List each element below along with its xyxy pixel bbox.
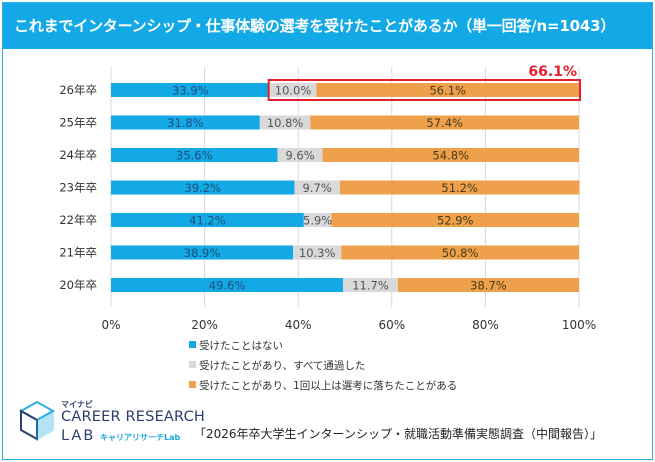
legend-swatch-not-taken — [189, 341, 196, 348]
data-label-all-passed: 5.9% — [303, 214, 332, 228]
data-label-failed: 51.2% — [441, 181, 478, 195]
category-label: 24年卒 — [59, 148, 97, 162]
data-label-failed: 56.1% — [429, 84, 466, 98]
source-citation: 「2026年卒大学生インターンシップ・就職活動準備実態調査（中間報告）」 — [194, 427, 602, 441]
bar-not-taken — [111, 148, 278, 162]
data-label-not-taken: 31.8% — [167, 116, 204, 130]
logo-lab-text: LAB — [61, 428, 96, 444]
bar-all-passed — [303, 213, 332, 227]
x-tick-label: 40% — [285, 318, 312, 332]
category-label: 25年卒 — [59, 116, 97, 130]
category-label: 23年卒 — [59, 181, 97, 195]
bar-failed — [339, 180, 580, 195]
bar-not-taken — [111, 213, 304, 227]
legend-label-failed: 受けたことがあり、1回以上は選考に落ちたことがある — [199, 380, 458, 392]
data-label-failed: 57.4% — [426, 116, 463, 130]
highlight-box — [267, 79, 581, 101]
data-label-all-passed: 11.7% — [352, 279, 389, 293]
data-label-failed: 38.7% — [470, 279, 507, 293]
bar-all-passed — [293, 245, 342, 260]
x-tick-label: 60% — [378, 318, 405, 332]
data-label-all-passed: 10.8% — [267, 116, 304, 130]
bar-not-taken — [111, 83, 270, 97]
data-label-all-passed: 9.6% — [285, 149, 314, 163]
logo-sub-text: キャリアリサーチLab — [100, 433, 181, 442]
data-label-failed: 50.8% — [442, 246, 479, 260]
data-label-not-taken: 35.6% — [176, 149, 213, 163]
bar-not-taken — [111, 115, 260, 130]
cube-logo-icon — [18, 400, 56, 441]
data-label-all-passed: 10.3% — [299, 246, 336, 260]
x-tick-label: 0% — [101, 318, 120, 332]
legend-label-not-taken: 受けたことはない — [199, 340, 283, 352]
legend-item-all-passed: 受けたことがあり、すべて通過した — [189, 358, 365, 373]
bar-failed — [331, 213, 579, 227]
chart-title: これまでインターンシップ・仕事体験の選考を受けたことがあるか（単一回答/n=10… — [3, 3, 652, 49]
bar-failed — [397, 278, 579, 292]
category-label: 22年卒 — [59, 213, 97, 227]
data-label-all-passed: 9.7% — [303, 181, 332, 195]
logo-mynavi-text: マイナビ — [61, 400, 93, 409]
data-label-all-passed: 10.0% — [275, 84, 312, 98]
chart-area: 26年卒 33.9% 10.0% 56.1% 25年卒 31.8% 10.8% 57.4% 24… — [59, 64, 596, 332]
data-label-failed: 54.8% — [432, 149, 469, 163]
bar-failed — [322, 148, 579, 162]
bar-failed — [310, 115, 579, 130]
bar-all-passed — [277, 148, 323, 162]
data-label-not-taken: 33.9% — [172, 84, 209, 98]
legend-label-all-passed: 受けたことがあり、すべて通過した — [199, 360, 366, 372]
x-tick-label: 80% — [472, 318, 499, 332]
bar-not-taken — [111, 245, 294, 260]
data-label-failed: 52.9% — [437, 214, 474, 228]
category-label: 21年卒 — [59, 246, 97, 260]
data-label-not-taken: 49.6% — [209, 279, 246, 293]
x-tick-label: 100% — [562, 318, 596, 332]
legend-swatch-all-passed — [189, 361, 196, 368]
bar-all-passed — [294, 180, 340, 195]
bar-not-taken — [111, 180, 295, 195]
legend-item-not-taken: 受けたことはない — [189, 338, 283, 353]
legend-item-failed: 受けたことがあり、1回以上は選考に落ちたことがある — [189, 378, 457, 393]
x-tick-label: 20% — [191, 318, 218, 332]
bar-failed — [316, 83, 579, 97]
career-research-lab-logo: マイナビ CAREER RESEARCH LAB キャリアリサーチLab — [17, 399, 205, 453]
highlight-total-label: 66.1% — [528, 64, 577, 80]
logo-career-research-text: CAREER RESEARCH — [61, 409, 206, 425]
bar-not-taken — [111, 278, 344, 292]
category-label: 20年卒 — [59, 278, 97, 292]
legend-swatch-failed — [189, 381, 196, 388]
data-label-not-taken: 38.9% — [184, 246, 221, 260]
bar-all-passed — [259, 115, 311, 130]
bar-failed — [341, 245, 579, 260]
data-label-not-taken: 41.2% — [189, 214, 226, 228]
data-label-not-taken: 39.2% — [184, 181, 221, 195]
bar-all-passed — [269, 83, 317, 97]
category-label: 26年卒 — [59, 83, 97, 97]
bar-all-passed — [343, 278, 398, 292]
